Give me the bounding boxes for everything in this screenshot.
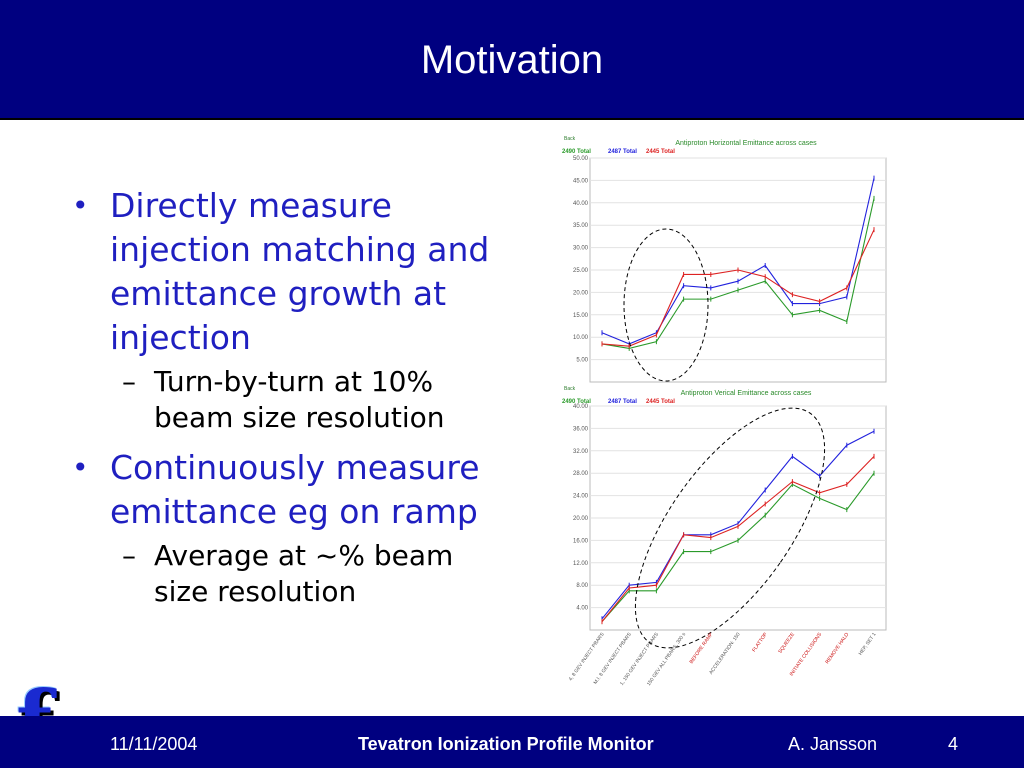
horizontal-emittance-chart: 5.00 10.00 15.00 20.00 25.00 30.00 35.00 40.00 4… (560, 134, 922, 386)
slide-title: Motivation (420, 38, 604, 82)
bullet-1: • Directly measure injection matching and… (70, 184, 500, 360)
footer-page-number: 4 (948, 734, 959, 754)
y-tick-label: 45.00 (573, 178, 589, 184)
title-bar: Motivation (0, 0, 1024, 120)
y-tick-label: 25.00 (573, 268, 589, 274)
legend-entry: 2487 Total (608, 399, 637, 405)
footer-bar: 11/11/2004 Tevatron Ionization Profile M… (0, 716, 1024, 768)
dash: – (122, 365, 136, 398)
footer-author: A. Jansson (788, 734, 878, 754)
x-tick-label: FLATTOP (751, 631, 769, 653)
legend-entry: 2490 Total (562, 399, 591, 405)
sub-bullet-2: – Average at ~% beam size resolution (70, 538, 500, 610)
chart-corner-label: Back (564, 136, 576, 142)
y-tick-label: 20.00 (573, 290, 589, 296)
x-tick-label: REMOVE HALO (824, 632, 850, 666)
y-tick-label: 32.00 (573, 449, 589, 455)
footer-date: 11/11/2004 (110, 734, 198, 754)
x-tick-label: BEFORE RAMP (689, 631, 715, 665)
bullet-dot: • (72, 189, 89, 222)
sub-bullet-2-text: Average at ~% beam size resolution (154, 539, 454, 608)
x-tick-label: SQUEEZE (777, 631, 796, 655)
legend-entry: 2490 Total (562, 149, 591, 155)
horizontal-emittance-plot: 5.00 10.00 15.00 20.00 25.00 30.00 35.00 40.00 4… (562, 136, 887, 383)
x-tick-label: ACCELERATION: 150 (708, 632, 742, 676)
y-tick-label: 12.00 (573, 561, 589, 567)
vertical-emittance-plot: 4.00 8.00 12.00 16.00 20.00 24.00 28.00 32.00 36… (562, 386, 887, 687)
y-tick-label: 8.00 (576, 583, 588, 589)
bullet-dot: • (72, 451, 89, 484)
y-tick-label: 10.00 (573, 335, 589, 341)
bullet-list: • Directly measure injection matching and… (70, 184, 500, 610)
y-tick-label: 50.00 (573, 156, 589, 162)
y-tick-label: 4.00 (576, 606, 588, 612)
y-tick-label: 5.00 (576, 358, 588, 364)
x-tick-label: HEP, SET 1 (858, 632, 878, 657)
y-tick-label: 28.00 (573, 471, 589, 477)
highlight-ellipse (634, 407, 826, 649)
y-tick-label: 36.00 (573, 426, 589, 432)
vertical-emittance-chart: 4.00 8.00 12.00 16.00 20.00 24.00 28.00 32.00 36… (560, 384, 922, 692)
bullet-1-text: Directly measure injection matching and … (110, 186, 490, 357)
chart-title: Antiproton Horizontal Emittance across c… (675, 140, 817, 147)
y-tick-label: 16.00 (573, 538, 589, 544)
y-tick-label: 15.00 (573, 313, 589, 319)
highlight-ellipse (623, 228, 709, 382)
y-tick-label: 35.00 (573, 223, 589, 229)
y-tick-label: 40.00 (573, 404, 589, 410)
sub-bullet-1-text: Turn-by-turn at 10% beam size resolution (154, 365, 445, 434)
y-tick-label: 20.00 (573, 516, 589, 522)
chart-corner-label: Back (564, 386, 576, 392)
bullet-2-text: Continuously measure emittance eg on ram… (110, 448, 480, 531)
y-tick-label: 24.00 (573, 494, 589, 500)
legend-entry: 2445 Total (646, 399, 675, 405)
bullet-2: • Continuously measure emittance eg on ra… (70, 446, 500, 534)
sub-bullet-1: – Turn-by-turn at 10% beam size resolutio… (70, 364, 500, 436)
footer-title: Tevatron Ionization Profile Monitor (358, 734, 654, 754)
legend-entry: 2445 Total (646, 149, 675, 155)
y-tick-label: 40.00 (573, 201, 589, 207)
dash: – (122, 539, 136, 572)
y-tick-label: 30.00 (573, 246, 589, 252)
chart-title: Antiproton Verical Emittance across case… (681, 390, 812, 397)
legend-entry: 2487 Total (608, 149, 637, 155)
